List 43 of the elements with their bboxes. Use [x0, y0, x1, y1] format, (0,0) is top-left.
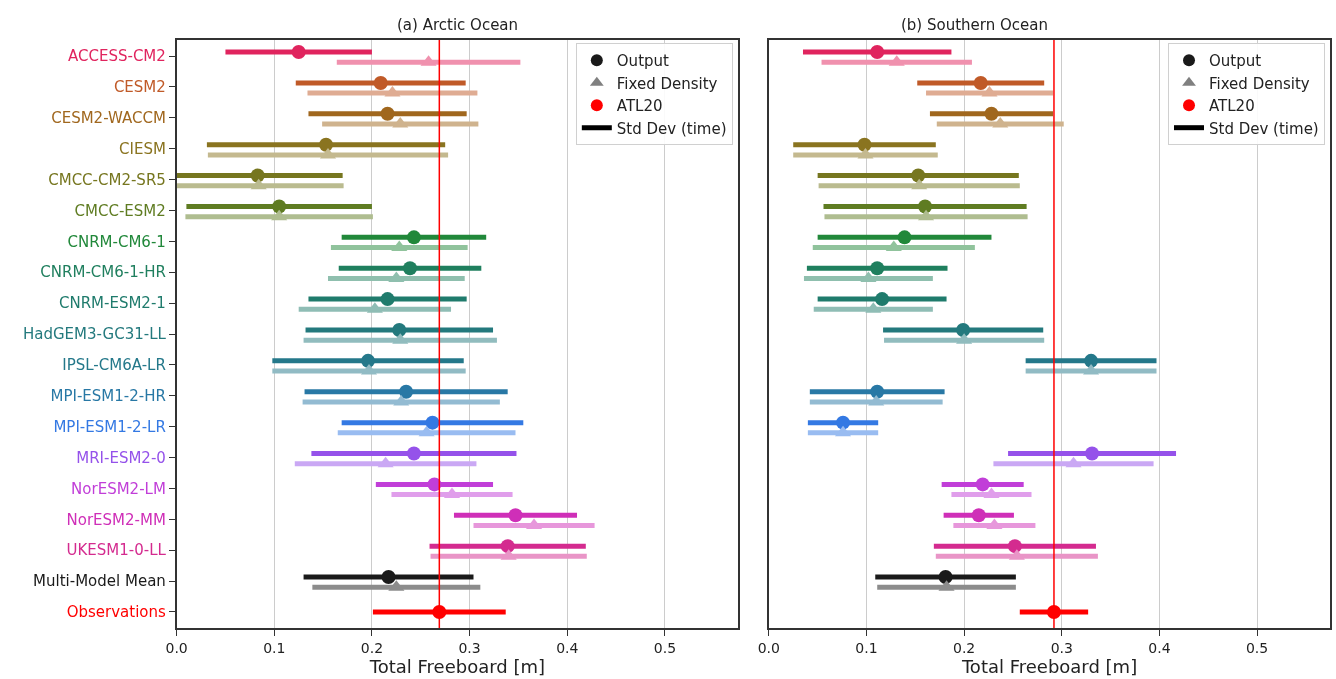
y-tick-label: Observations — [66, 603, 167, 622]
legend-label: Fixed Density — [616, 74, 718, 93]
x-tick-label: 0.0 — [757, 639, 780, 656]
y-tick-label: CIESM — [119, 139, 166, 158]
legend-label: Output — [616, 52, 670, 71]
x-tick-label: 0.3 — [1050, 639, 1073, 656]
y-tick-label: CMCC-CM2-SR5 — [48, 170, 166, 189]
x-tick-label: 0.2 — [952, 639, 976, 656]
chart-title: (b) Southern Ocean — [901, 16, 1048, 34]
x-tick-label: 0.5 — [1245, 639, 1269, 656]
legend-label: Std Dev (time) — [616, 119, 727, 138]
x-tick-label: 0.3 — [458, 639, 481, 656]
x-tick-label: 0.5 — [653, 639, 677, 656]
x-tick-label: 0.4 — [556, 639, 579, 656]
x-tick-label: 0.1 — [855, 639, 878, 656]
legend-label: ATL20 — [616, 97, 663, 116]
y-tick-label: HadGEM3-GC31-LL — [23, 325, 167, 344]
y-tick-label: NorESM2-LM — [71, 479, 166, 498]
y-tick-label: CESM2-WACCM — [51, 109, 166, 128]
legend-label: Output — [1209, 52, 1262, 71]
chart-title: (a) Arctic Ocean — [397, 16, 519, 34]
x-tick-label: 0.0 — [165, 639, 188, 656]
y-tick-label: NorESM2-MM — [66, 510, 166, 529]
legend-label: ATL20 — [1209, 97, 1255, 116]
x-tick-label: 0.1 — [263, 639, 286, 656]
y-tick-label: MPI-ESM1-2-HR — [50, 387, 166, 406]
y-tick-label: ACCESS-CM2 — [68, 47, 166, 66]
y-tick-label: MPI-ESM1-2-LR — [53, 417, 166, 436]
y-tick-label: CMCC-ESM2 — [74, 201, 166, 220]
x-axis-title: Total Freeboard [m] — [960, 656, 1138, 678]
x-axis-title: Total Freeboard [m] — [368, 656, 546, 678]
y-tick-label: CNRM-ESM2-1 — [58, 294, 166, 313]
y-tick-label: MRI-ESM2-0 — [76, 448, 166, 467]
x-tick-label: 0.2 — [360, 639, 384, 656]
y-tick-label: Multi-Model Mean — [33, 572, 166, 591]
x-tick-label: 0.4 — [1148, 639, 1171, 656]
y-tick-label: CNRM-CM6-1 — [67, 232, 166, 251]
y-tick-label: CESM2 — [113, 78, 166, 97]
y-tick-label: IPSL-CM6A-LR — [62, 356, 166, 375]
legend-label: Std Dev (time) — [1209, 119, 1319, 138]
legend-label: Fixed Density — [1209, 74, 1310, 93]
y-tick-label: UKESM1-0-LL — [66, 541, 167, 560]
y-tick-label: CNRM-CM6-1-HR — [40, 263, 166, 282]
